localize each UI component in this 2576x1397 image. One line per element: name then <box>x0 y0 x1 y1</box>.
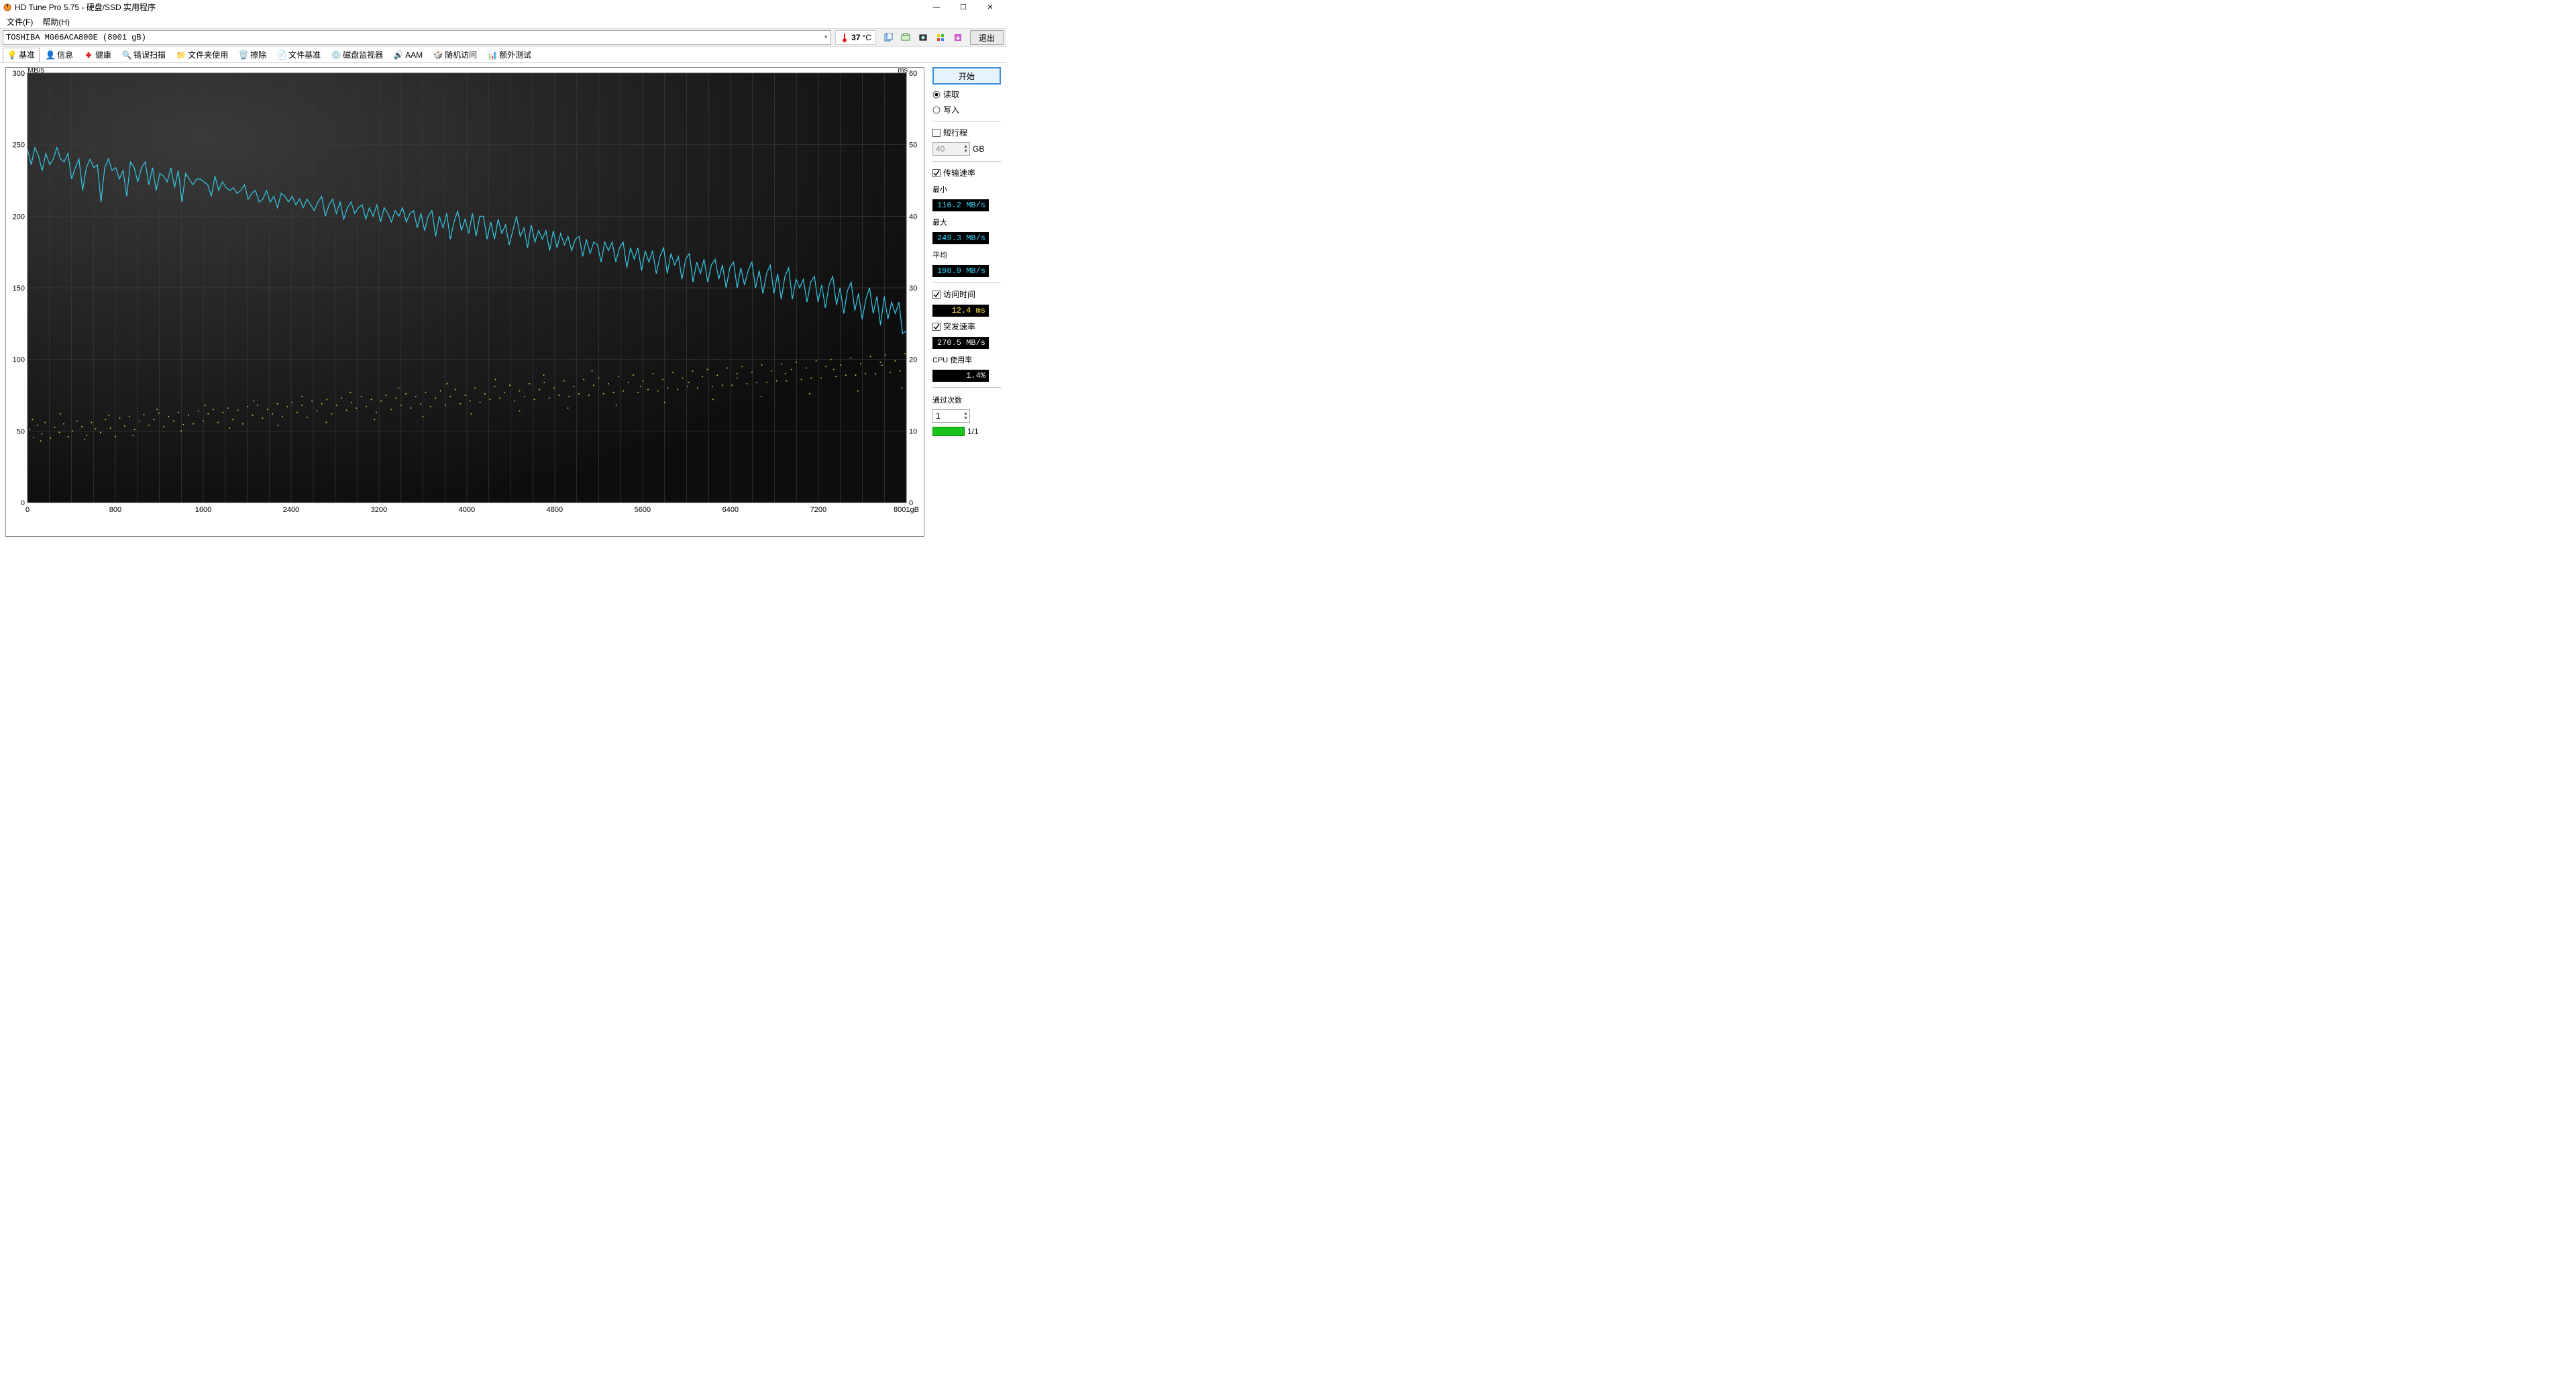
tab-erase[interactable]: 🗑️擦除 <box>234 48 271 62</box>
menubar: 文件(F) 帮助(H) <box>0 15 1006 28</box>
svg-text:100: 100 <box>13 356 25 364</box>
svg-text:150: 150 <box>13 284 25 293</box>
svg-text:5600: 5600 <box>635 506 651 514</box>
menu-file[interactable]: 文件(F) <box>3 15 37 28</box>
svg-text:3200: 3200 <box>371 506 387 514</box>
short-stroke-checkbox[interactable]: 短行程 <box>932 127 1001 138</box>
file-bench-icon: 📄 <box>277 50 286 60</box>
monitor-icon: 💿 <box>331 50 341 60</box>
tab-health[interactable]: 健康 <box>79 48 116 62</box>
menu-help[interactable]: 帮助(H) <box>38 15 74 28</box>
max-value: 249.3 MB/s <box>932 232 989 244</box>
info-icon: 👤 <box>46 50 55 60</box>
min-label: 最小 <box>932 184 1001 195</box>
minimize-tray-icon[interactable] <box>950 30 966 45</box>
content: 0501001502002503000102030405060080016002… <box>0 63 1006 546</box>
svg-text:2400: 2400 <box>283 506 299 514</box>
toolbar-icons <box>880 30 966 45</box>
tab-file-bench[interactable]: 📄文件基准 <box>272 48 325 62</box>
cpu-value: 1.4% <box>932 370 989 382</box>
svg-text:50: 50 <box>909 142 917 150</box>
avg-label: 平均 <box>932 250 1001 260</box>
copy-info-icon[interactable] <box>880 30 896 45</box>
passes-input[interactable]: 1 ▲▼ <box>932 409 970 423</box>
svg-text:7200: 7200 <box>810 506 826 514</box>
tab-error-scan[interactable]: 🔍错误扫描 <box>117 48 170 62</box>
tab-folder-usage[interactable]: 📁文件夹使用 <box>172 48 233 62</box>
svg-text:6400: 6400 <box>722 506 739 514</box>
save-screenshot-icon[interactable] <box>915 30 931 45</box>
svg-text:60: 60 <box>909 70 917 78</box>
svg-text:800: 800 <box>109 506 121 514</box>
copy-screenshot-icon[interactable] <box>898 30 914 45</box>
svg-text:250: 250 <box>13 142 25 150</box>
svg-text:50: 50 <box>17 427 25 435</box>
progress-bar <box>932 427 965 436</box>
health-icon <box>84 50 93 60</box>
erase-icon: 🗑️ <box>239 50 248 60</box>
max-label: 最大 <box>932 217 1001 227</box>
svg-text:200: 200 <box>13 213 25 221</box>
svg-text:0: 0 <box>25 506 30 514</box>
write-radio[interactable]: 写入 <box>932 104 1001 115</box>
svg-text:4000: 4000 <box>459 506 475 514</box>
temperature-display: 37 °C <box>835 30 876 45</box>
drive-select[interactable]: TOSHIBA MG06ACA800E (8001 gB) ▾ <box>3 30 831 45</box>
cpu-label: CPU 使用率 <box>932 354 1001 365</box>
tab-info[interactable]: 👤信息 <box>41 48 78 62</box>
read-radio[interactable]: 读取 <box>932 89 1001 100</box>
short-stroke-input: 40 ▲▼ <box>932 142 970 156</box>
chart-container: 0501001502002503000102030405060080016002… <box>0 63 932 546</box>
app-icon <box>3 3 12 12</box>
svg-text:4800: 4800 <box>547 506 563 514</box>
svg-text:20: 20 <box>909 356 917 364</box>
tab-random-access[interactable]: 🎲随机访问 <box>429 48 482 62</box>
svg-text:30: 30 <box>909 284 917 293</box>
chevron-down-icon: ▾ <box>824 34 828 42</box>
random-icon: 🎲 <box>433 50 443 60</box>
svg-text:40: 40 <box>909 213 917 221</box>
access-time-checkbox[interactable]: 访问时间 <box>932 289 1001 300</box>
maximize-button[interactable]: ☐ <box>950 1 977 14</box>
folder-icon: 📁 <box>176 50 186 60</box>
thermometer-icon <box>840 33 849 42</box>
exit-button[interactable]: 退出 <box>970 30 1004 45</box>
close-button[interactable]: ✕ <box>977 1 1004 14</box>
tabs: 💡基准 👤信息 健康 🔍错误扫描 📁文件夹使用 🗑️擦除 📄文件基准 💿磁盘监视… <box>0 47 1006 63</box>
transfer-rate-checkbox[interactable]: 传输速率 <box>932 167 1001 178</box>
svg-text:10: 10 <box>909 427 917 435</box>
extra-icon: 📊 <box>488 50 497 60</box>
svg-text:1600: 1600 <box>195 506 211 514</box>
progress-text: 1/1 <box>967 427 979 436</box>
aam-icon: 🔊 <box>394 50 403 60</box>
bulb-icon: 💡 <box>7 50 17 60</box>
drive-select-value: TOSHIBA MG06ACA800E (8001 gB) <box>6 33 146 42</box>
temperature-unit: °C <box>863 33 871 42</box>
svg-text:8001gB: 8001gB <box>894 506 919 514</box>
start-button[interactable]: 开始 <box>932 67 1001 85</box>
access-value: 12.4 ms <box>932 305 989 317</box>
svg-text:300: 300 <box>13 70 25 78</box>
toolbar: TOSHIBA MG06ACA800E (8001 gB) ▾ 37 °C 退出 <box>0 28 1006 47</box>
svg-text:MB/s: MB/s <box>28 67 45 74</box>
temperature-value: 37 <box>851 33 860 42</box>
sidebar: 开始 读取 写入 短行程 40 ▲▼ GB 传输速率 最小 116.2 MB/s <box>932 63 1006 546</box>
tab-benchmark[interactable]: 💡基准 <box>3 48 40 62</box>
passes-label: 通过次数 <box>932 395 1001 405</box>
tab-extra-tests[interactable]: 📊额外测试 <box>483 48 536 62</box>
burst-rate-checkbox[interactable]: 突发速率 <box>932 321 1001 332</box>
burst-value: 270.5 MB/s <box>932 337 989 349</box>
minimize-button[interactable]: — <box>923 1 950 14</box>
svg-text:ms: ms <box>898 67 908 74</box>
min-value: 116.2 MB/s <box>932 199 989 211</box>
svg-text:0: 0 <box>21 499 25 507</box>
titlebar: HD Tune Pro 5.75 - 硬盘/SSD 实用程序 — ☐ ✕ <box>0 0 1006 15</box>
tab-aam[interactable]: 🔊AAM <box>389 48 427 62</box>
window-title: HD Tune Pro 5.75 - 硬盘/SSD 实用程序 <box>15 1 156 13</box>
scan-icon: 🔍 <box>122 50 131 60</box>
options-icon[interactable] <box>932 30 949 45</box>
tab-disk-monitor[interactable]: 💿磁盘监视器 <box>327 48 388 62</box>
benchmark-chart: 0501001502002503000102030405060080016002… <box>5 67 924 537</box>
avg-value: 198.9 MB/s <box>932 265 989 277</box>
